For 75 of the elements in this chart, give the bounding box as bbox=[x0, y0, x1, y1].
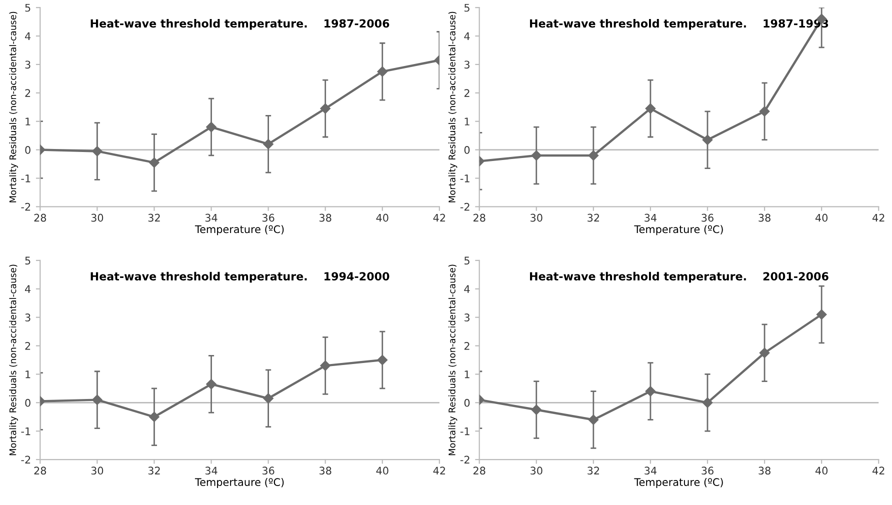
x-axis-title: Tempertaure (ºC) bbox=[194, 478, 284, 488]
text: Heat-wave threshold temperature. 1987-2006 bbox=[90, 19, 390, 30]
x-tick-label: 28 bbox=[473, 214, 486, 222]
y-tick-label: 5 bbox=[464, 4, 470, 12]
x-tick-label: 42 bbox=[433, 214, 445, 222]
y-tick-label: 4 bbox=[24, 285, 31, 293]
y-tick-label: -1 bbox=[21, 427, 30, 436]
y-tick-label: 5 bbox=[464, 256, 470, 265]
y-tick-label: -1 bbox=[21, 174, 30, 182]
x-tick-label: 36 bbox=[262, 466, 274, 475]
y-tick-label: 3 bbox=[25, 314, 30, 322]
y-tick-label: 1 bbox=[26, 370, 30, 378]
x-axis-title: Temperature (ºC) bbox=[634, 478, 723, 488]
y-tick-label: 0 bbox=[25, 398, 30, 407]
y-tick-label: -1 bbox=[460, 427, 470, 436]
y-axis-title: Mortality Residuals (non-accidental-cause) bbox=[448, 12, 458, 202]
y-tick-label: 0 bbox=[464, 398, 470, 407]
x-tick-label: 36 bbox=[702, 466, 714, 475]
x-tick-label: 42 bbox=[872, 466, 884, 474]
x-tick-label: 32 bbox=[148, 466, 160, 475]
y-tick-label: 5 bbox=[25, 4, 30, 12]
y-tick-label: 1 bbox=[26, 118, 30, 126]
y-axis-title: Mortality Residuals (non-accidental-cause) bbox=[9, 264, 18, 456]
y-tick-label: -2 bbox=[460, 202, 470, 211]
y-axis-title: Mortality Residuals (non-accidental-cause) bbox=[448, 264, 458, 456]
y-tick-label: 1 bbox=[464, 370, 470, 378]
y-tick-label: 0 bbox=[464, 146, 470, 154]
y-tick-label: 2 bbox=[464, 89, 470, 97]
x-tick-label: 40 bbox=[376, 466, 388, 475]
y-tick-label: -2 bbox=[460, 456, 470, 464]
text: Heat-wave threshold temperature. 2001-2006 bbox=[530, 272, 828, 283]
x-tick-label: 32 bbox=[588, 214, 600, 222]
x-tick-label: 38 bbox=[758, 214, 770, 222]
x-tick-label: 40 bbox=[815, 214, 828, 222]
y-tick-label: 2 bbox=[25, 89, 30, 97]
x-tick-label: 34 bbox=[644, 214, 657, 222]
x-tick-label: 40 bbox=[376, 214, 388, 222]
y-tick-label: 3 bbox=[464, 60, 470, 69]
text: Heat-wave threshold temperature. 1994-2000 bbox=[90, 272, 390, 283]
y-tick-label: 3 bbox=[25, 60, 30, 69]
x-tick-label: 28 bbox=[473, 466, 486, 475]
y-tick-label: 5 bbox=[25, 256, 30, 265]
x-tick-label: 28 bbox=[34, 466, 46, 475]
x-tick-label: 36 bbox=[262, 214, 274, 222]
x-tick-label: 42 bbox=[433, 466, 445, 474]
x-tick-label: 30 bbox=[530, 214, 542, 222]
x-tick-label: 32 bbox=[588, 466, 600, 475]
y-tick-label: 4 bbox=[464, 32, 470, 40]
x-tick-label: 42 bbox=[872, 214, 884, 222]
x-tick-label: 40 bbox=[815, 466, 828, 475]
x-tick-label: 32 bbox=[148, 214, 160, 222]
y-tick-label: 4 bbox=[24, 32, 31, 40]
y-tick-label: 0 bbox=[25, 146, 30, 154]
x-axis-title: Temperature (ºC) bbox=[634, 225, 723, 236]
x-axis-title: Temperature (ºC) bbox=[194, 225, 284, 236]
x-tick-label: 28 bbox=[34, 214, 46, 222]
y-tick-label: -2 bbox=[21, 456, 30, 464]
x-tick-label: 34 bbox=[205, 466, 218, 475]
y-tick-label: -2 bbox=[21, 202, 30, 211]
y-tick-label: 2 bbox=[464, 342, 470, 350]
x-tick-label: 34 bbox=[644, 466, 657, 475]
y-axis-title: Mortality Residuals (non-accidental-cause) bbox=[9, 12, 18, 202]
x-tick-label: 30 bbox=[91, 214, 104, 222]
y-tick-label: 1 bbox=[464, 118, 470, 126]
x-tick-label: 30 bbox=[91, 466, 104, 475]
x-tick-label: 38 bbox=[758, 466, 770, 475]
x-tick-label: 30 bbox=[530, 466, 542, 475]
y-tick-label: 3 bbox=[464, 314, 470, 322]
x-tick-label: 36 bbox=[702, 214, 714, 222]
y-tick-label: -1 bbox=[460, 174, 470, 182]
y-tick-label: 2 bbox=[25, 342, 30, 350]
x-tick-label: 38 bbox=[320, 214, 332, 222]
y-tick-label: 4 bbox=[464, 285, 470, 293]
x-tick-label: 34 bbox=[205, 214, 218, 222]
x-tick-label: 38 bbox=[320, 466, 332, 475]
